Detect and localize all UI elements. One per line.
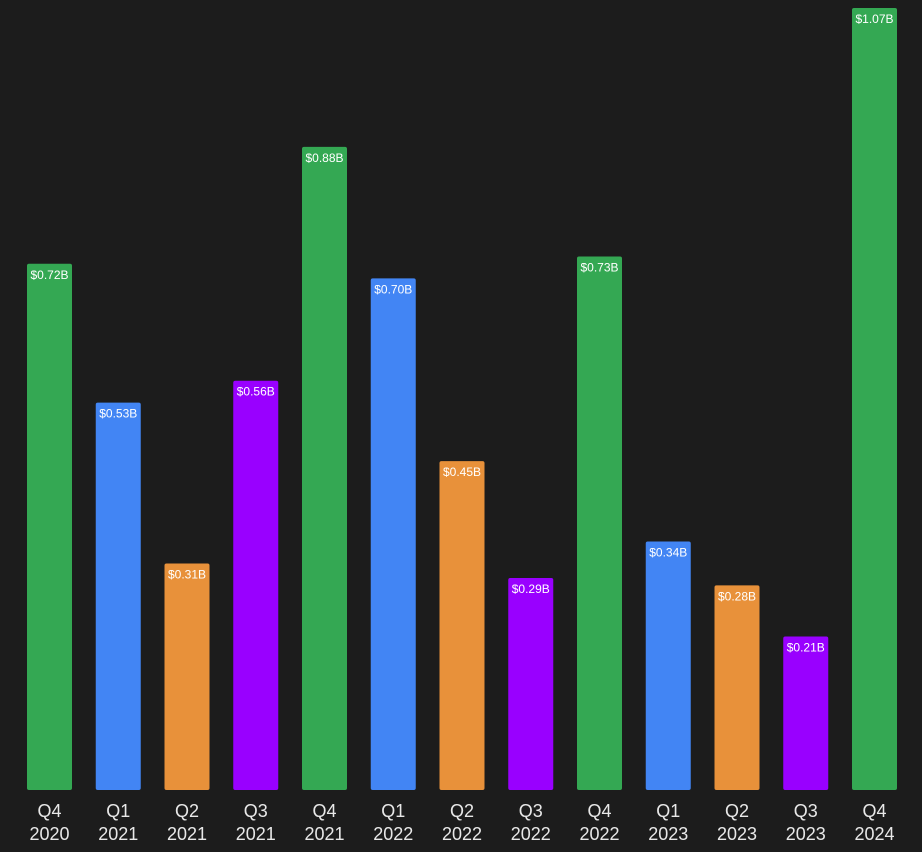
bar-q3-2021 <box>233 380 279 790</box>
tick-label-year-q1-2023: 2023 <box>648 824 688 844</box>
tick-label-quarter-q3-2023: Q3 <box>794 801 818 821</box>
value-label-q3-2023: $0.21B <box>787 641 825 655</box>
tick-label-quarter-q4-2022: Q4 <box>587 801 611 821</box>
bar-q2-2021 <box>164 563 210 790</box>
tick-label-quarter-q2-2023: Q2 <box>725 801 749 821</box>
tick-label-quarter-q3-2021: Q3 <box>244 801 268 821</box>
x-axis-ticks: Q4 2020 Q1 2021 Q2 2021 Q3 2021 Q4 2021 Q1 2022 Q2 20… <box>29 801 894 844</box>
bar-q3-2022 <box>508 578 554 790</box>
bar-q3-2023 <box>783 636 829 790</box>
tick-label-year-q3-2023: 2023 <box>786 824 826 844</box>
value-labels-group: $0.72B $0.53B $0.31B $0.56B $0.88B $0.70B $0.4… <box>30 12 893 655</box>
tick-label-year-q2-2023: 2023 <box>717 824 757 844</box>
tick-label-quarter-q4-2021: Q4 <box>312 801 336 821</box>
bar-q2-2022 <box>439 461 485 790</box>
value-label-q1-2021: $0.53B <box>99 407 137 421</box>
tick-label-year-q1-2022: 2022 <box>373 824 413 844</box>
tick-label-quarter-q2-2021: Q2 <box>175 801 199 821</box>
tick-label-quarter-q1-2022: Q1 <box>381 801 405 821</box>
tick-label-year-q3-2021: 2021 <box>236 824 276 844</box>
tick-label-year-q2-2022: 2022 <box>442 824 482 844</box>
value-label-q4-2020: $0.72B <box>30 268 68 282</box>
bar-q4-2024 <box>852 8 897 790</box>
tick-label-quarter-q4-2024: Q4 <box>862 801 886 821</box>
tick-label-year-q2-2021: 2021 <box>167 824 207 844</box>
value-label-q3-2021: $0.56B <box>237 385 275 399</box>
bar-q1-2022 <box>370 278 416 790</box>
value-label-q2-2023: $0.28B <box>718 589 756 603</box>
bar-q1-2023 <box>645 541 691 790</box>
value-label-q1-2022: $0.70B <box>374 282 412 296</box>
bar-q4-2022 <box>577 256 622 790</box>
bars-group <box>27 8 897 791</box>
bar-q4-2021 <box>302 146 347 791</box>
tick-label-year-q4-2021: 2021 <box>304 824 344 844</box>
tick-label-quarter-q3-2022: Q3 <box>519 801 543 821</box>
value-label-q1-2023: $0.34B <box>649 546 687 560</box>
value-label-q4-2024: $1.07B <box>855 12 893 26</box>
value-label-q2-2021: $0.31B <box>168 567 206 581</box>
value-label-q4-2021: $0.88B <box>305 151 343 165</box>
bar-q1-2021 <box>95 402 141 790</box>
tick-label-year-q3-2022: 2022 <box>511 824 551 844</box>
tick-label-year-q4-2022: 2022 <box>579 824 619 844</box>
value-label-q4-2022: $0.73B <box>580 260 618 274</box>
tick-label-quarter-q1-2023: Q1 <box>656 801 680 821</box>
tick-label-year-q4-2020: 2020 <box>29 824 69 844</box>
bar-q4-2020 <box>27 263 72 790</box>
value-label-q2-2022: $0.45B <box>443 465 481 479</box>
tick-label-quarter-q4-2020: Q4 <box>37 801 61 821</box>
tick-label-year-q4-2024: 2024 <box>854 824 894 844</box>
tick-label-quarter-q1-2021: Q1 <box>106 801 130 821</box>
bar-q2-2023 <box>714 585 760 790</box>
value-label-q3-2022: $0.29B <box>512 582 550 596</box>
tick-label-year-q1-2021: 2021 <box>98 824 138 844</box>
tick-label-quarter-q2-2022: Q2 <box>450 801 474 821</box>
